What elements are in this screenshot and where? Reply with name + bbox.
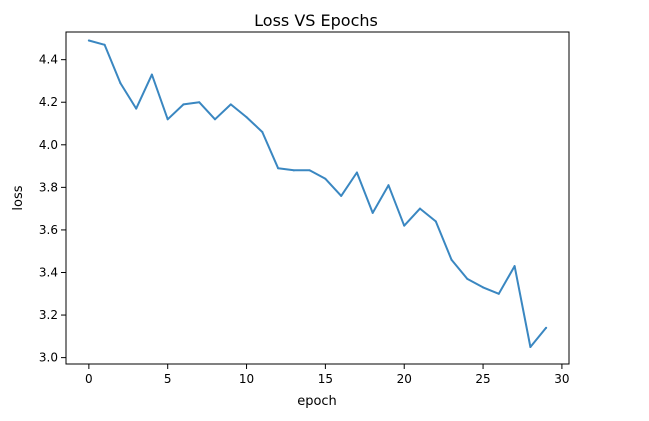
loss-data-point bbox=[292, 169, 295, 172]
loss-data-point bbox=[214, 118, 217, 121]
loss-data-point bbox=[355, 171, 358, 174]
y-axis-label: loss bbox=[11, 185, 26, 210]
loss-data-point bbox=[403, 224, 406, 227]
y-tick-label: 4.0 bbox=[39, 138, 58, 152]
ticks-layer: 0 5 10 15 20 25 30 3.0 3.2 3.4 3.6 3.8 4.0 4.2 4.4 bbox=[39, 53, 570, 386]
loss-data-point bbox=[245, 116, 248, 119]
loss-data-point bbox=[198, 101, 201, 104]
y-tick-label: 3.8 bbox=[39, 180, 58, 194]
loss-data-point bbox=[182, 103, 185, 106]
loss-data-point bbox=[150, 73, 153, 76]
x-tick-label: 20 bbox=[397, 372, 412, 386]
loss-data-point bbox=[87, 39, 90, 42]
loss-data-point bbox=[340, 194, 343, 197]
loss-data-point bbox=[324, 177, 327, 180]
loss-data-point bbox=[229, 103, 232, 106]
x-tick-label: 10 bbox=[239, 372, 254, 386]
plot-layer bbox=[87, 39, 548, 348]
y-tick-label: 3.6 bbox=[39, 223, 58, 237]
y-tick-label: 4.4 bbox=[39, 53, 58, 67]
loss-data-point bbox=[466, 277, 469, 280]
x-tick-label: 5 bbox=[164, 372, 172, 386]
x-tick-label: 15 bbox=[318, 372, 333, 386]
y-tick-label: 4.2 bbox=[39, 95, 58, 109]
loss-data-point bbox=[482, 286, 485, 289]
y-tick-label: 3.4 bbox=[39, 265, 58, 279]
loss-data-point bbox=[497, 292, 500, 295]
plot-frame bbox=[65, 31, 570, 365]
loss-data-point bbox=[529, 345, 532, 348]
loss-data-point bbox=[277, 167, 280, 170]
loss-data-point bbox=[371, 211, 374, 214]
x-tick-label: 30 bbox=[554, 372, 569, 386]
loss-data-point bbox=[450, 258, 453, 261]
chart-title: Loss VS Epochs bbox=[254, 11, 378, 30]
loss-data-point bbox=[418, 207, 421, 210]
y-tick-label: 3.0 bbox=[39, 351, 58, 365]
loss-data-point bbox=[261, 131, 264, 134]
loss-data-point bbox=[387, 184, 390, 187]
loss-data-point bbox=[513, 265, 516, 268]
loss-data-point bbox=[308, 169, 311, 172]
loss-data-point bbox=[135, 107, 138, 110]
loss-series-line bbox=[87, 39, 548, 348]
x-axis-label: epoch bbox=[297, 394, 337, 409]
loss-data-point bbox=[434, 220, 437, 223]
x-tick-label: 0 bbox=[85, 372, 93, 386]
loss-data-point bbox=[103, 43, 106, 46]
loss-data-point bbox=[166, 118, 169, 121]
loss-data-point bbox=[119, 82, 122, 85]
x-tick-label: 25 bbox=[475, 372, 490, 386]
y-tick-label: 3.2 bbox=[39, 308, 58, 322]
loss-data-point bbox=[545, 326, 548, 329]
